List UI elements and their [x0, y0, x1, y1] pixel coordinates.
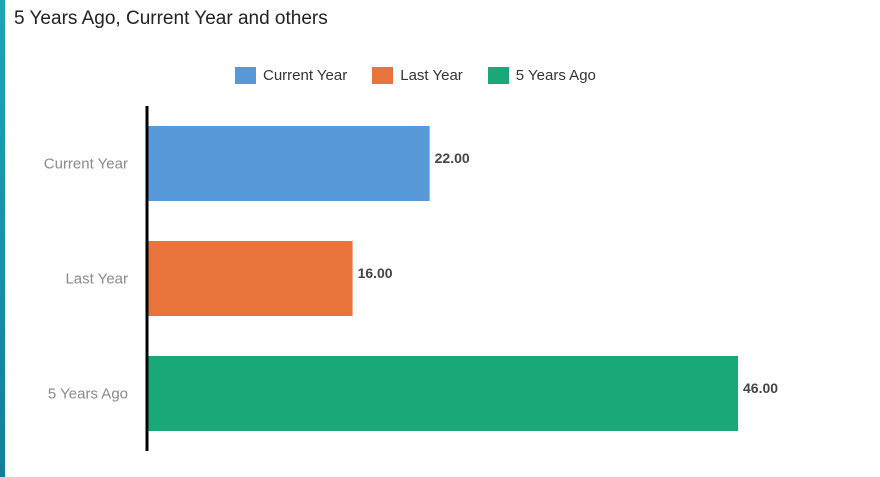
bar-5-years-ago[interactable] [147, 356, 738, 431]
legend-item-5-years-ago[interactable]: 5 Years Ago [487, 67, 596, 84]
data-label-current-year: 22.00 [435, 150, 470, 166]
category-label-5-years-ago: 5 Years Ago [48, 386, 128, 403]
legend-item-last-year[interactable]: Last Year [372, 67, 463, 84]
legend-label: 5 Years Ago [515, 67, 596, 84]
data-label-last-year: 16.00 [358, 265, 393, 281]
chart-legend: Current Year Last Year 5 Years Ago [235, 67, 621, 84]
legend-item-current-year[interactable]: Current Year [235, 67, 347, 84]
bar-last-year[interactable] [147, 241, 353, 316]
legend-swatch-5-years-ago [487, 67, 509, 84]
legend-swatch-current-year [235, 67, 256, 84]
bar-current-year[interactable] [147, 126, 430, 201]
category-label-current-year: Current Year [44, 156, 128, 173]
legend-label: Last Year [400, 67, 463, 84]
legend-label: Current Year [263, 67, 348, 84]
chart-title: 5 Years Ago, Current Year and others [14, 8, 328, 29]
legend-swatch-last-year [372, 67, 394, 84]
data-label-5-years-ago: 46.00 [743, 380, 778, 396]
category-label-last-year: Last Year [65, 271, 128, 288]
left-accent-bar [0, 0, 5, 477]
